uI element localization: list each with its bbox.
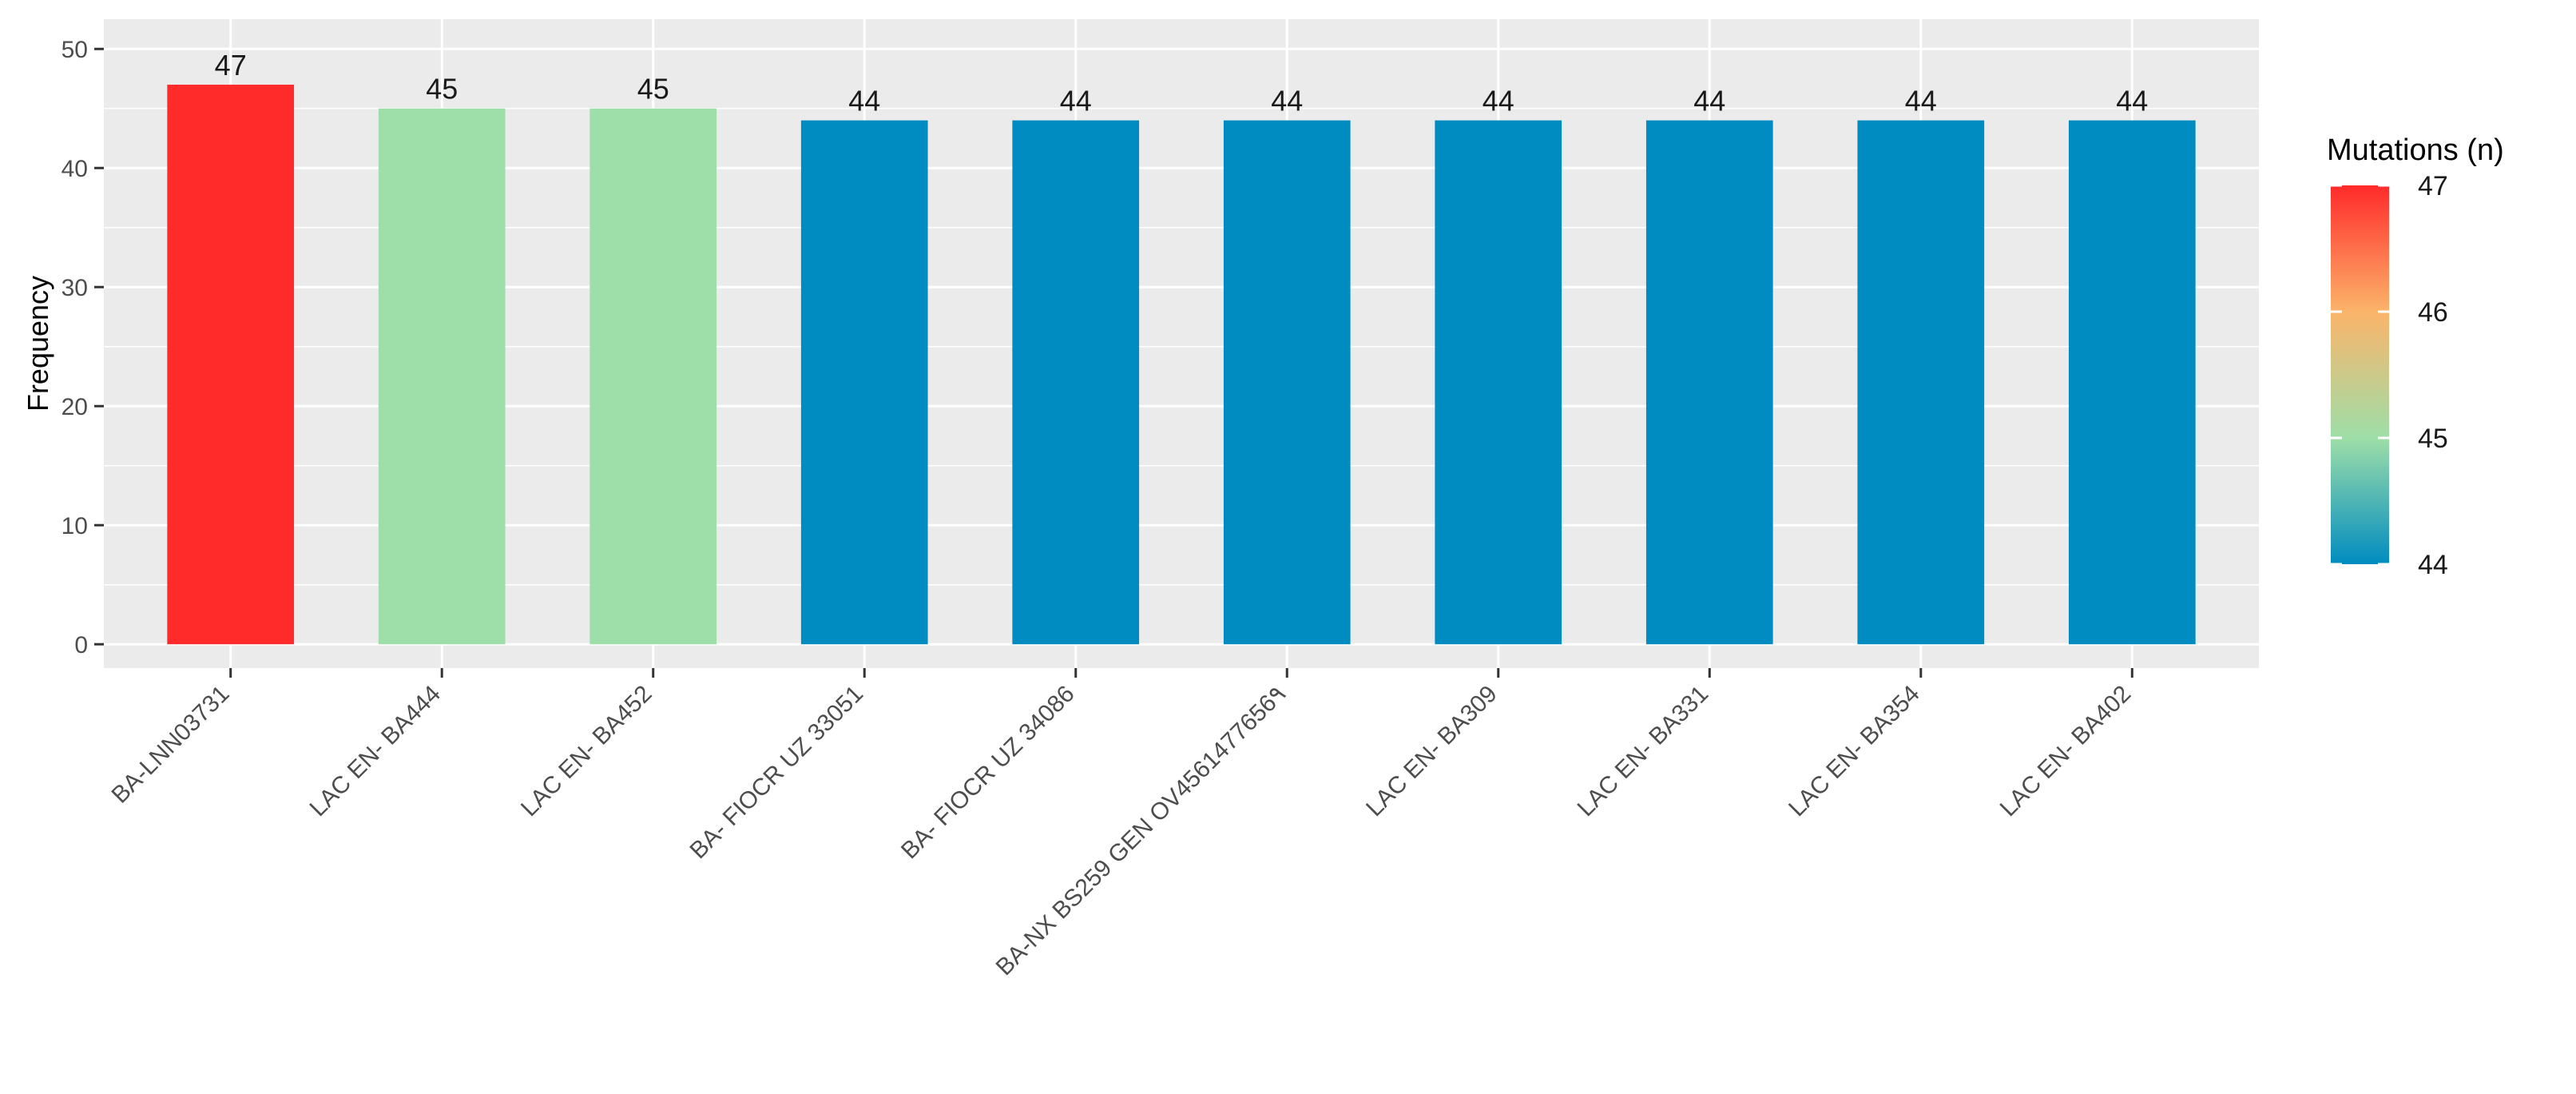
legend-title: Mutations (n) <box>2327 133 2504 167</box>
bar-value-label: 44 <box>1905 85 1937 117</box>
legend-tick-label: 46 <box>2418 297 2448 328</box>
bar <box>1645 120 1773 645</box>
y-tick-label: 10 <box>62 513 88 539</box>
y-axis-title: Frequency <box>22 276 54 412</box>
x-tick-label: LAC EN- BA444 <box>305 681 447 822</box>
x-tick-label: BA-LNN03731 <box>107 681 235 809</box>
bar-value-label: 45 <box>637 73 669 105</box>
x-tick-label: LAC EN- BA331 <box>1573 681 1714 822</box>
x-tick-label: LAC EN- BA452 <box>516 681 657 822</box>
bar <box>589 108 717 645</box>
bar <box>167 84 295 645</box>
x-tick-label: LAC EN- BA309 <box>1361 681 1502 822</box>
bar-value-label: 44 <box>2116 85 2148 117</box>
bar <box>378 108 506 645</box>
x-tick-label: LAC EN- BA354 <box>1784 681 1925 822</box>
bar-value-label: 44 <box>848 85 880 117</box>
bar <box>1857 120 1985 645</box>
y-tick-label: 30 <box>62 275 88 301</box>
bar-value-label: 45 <box>426 73 458 105</box>
bar <box>1012 120 1140 645</box>
y-tick-label: 0 <box>74 632 88 658</box>
bar <box>1223 120 1351 645</box>
bar-value-label: 47 <box>215 49 247 82</box>
legend-tick-label: 45 <box>2418 424 2448 454</box>
bar-value-label: 44 <box>1482 85 1514 117</box>
legend-tick-label: 47 <box>2418 171 2448 201</box>
legend-tick-label: 44 <box>2418 550 2448 580</box>
bar-value-label: 44 <box>1060 85 1092 117</box>
y-tick-label: 40 <box>62 156 88 182</box>
y-tick-label: 20 <box>62 394 88 420</box>
bar <box>800 120 928 645</box>
x-tick-label: BA- FIOCR UZ 34086 <box>896 681 1080 865</box>
bar-labels: 47 45 45 44 44 44 44 44 44 44 <box>215 49 2149 117</box>
legend: Mutations (n) 44 45 46 47 <box>2327 133 2504 580</box>
bar-value-label: 44 <box>1271 85 1303 117</box>
bar <box>2068 120 2196 645</box>
bar-value-label: 44 <box>1693 85 1725 117</box>
legend-colorbar <box>2331 185 2389 564</box>
x-tick-label: BA- FIOCR UZ 33051 <box>685 681 869 865</box>
x-tick-label: LAC EN- BA402 <box>1995 681 2137 822</box>
bar <box>1435 120 1562 645</box>
bars <box>167 84 2196 645</box>
y-tick-label: 50 <box>62 37 88 63</box>
